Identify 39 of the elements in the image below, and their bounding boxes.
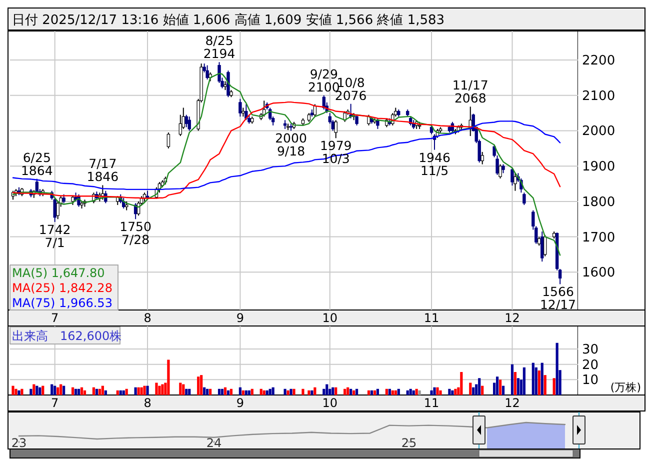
x-tick-label: 12	[504, 396, 520, 410]
y-tick-label: 2000	[582, 124, 616, 140]
annotation: 8/25 2194	[203, 33, 236, 62]
x-tick-label: 7	[51, 311, 59, 325]
chart-title: 出来高 162,600株	[12, 329, 122, 343]
y-tick-label: 30	[582, 342, 599, 358]
y-tick-label: 1700	[582, 230, 616, 246]
chart-title: 日付 2025/12/17 13:16 始値 1,606 高値 1,609 安値 1,566 終値 1,583	[12, 12, 445, 28]
y-tick-label: 10	[582, 373, 599, 388]
x-tick-label: 23	[11, 436, 27, 450]
annotation: 1566 12/17	[540, 284, 576, 312]
y-axis-title: (万株)	[610, 381, 641, 394]
x-tick-label: 8	[144, 396, 152, 410]
annotation: 1742 7/1	[38, 222, 71, 250]
annotation: 6/25 1864	[21, 150, 53, 178]
y-tick-label: 2200	[582, 53, 616, 68]
annotation: 1750 7/28	[120, 219, 152, 248]
x-tick-label: 12	[504, 311, 520, 325]
annotation: 11/17 2068	[452, 78, 488, 106]
annotation: 7/17 1846	[86, 156, 119, 184]
x-tick-label: 25	[401, 436, 417, 450]
x-tick-label: 24	[206, 436, 222, 450]
annotation: 2000 9/18	[275, 130, 307, 159]
legend: MA(5) 1,647.80 MA(25) 1,842.28 MA(75) 1,966.53	[10, 264, 118, 310]
annotation: 1946 11/5	[418, 150, 450, 178]
y-tick-label: 1800	[582, 194, 616, 210]
x-tick-label: 8	[144, 311, 152, 325]
x-tick-label: 7	[51, 396, 59, 410]
x-tick-label: 11	[424, 311, 440, 325]
x-tick-label: 10	[322, 311, 338, 325]
y-tick-label: 1900	[582, 160, 616, 175]
x-tick-label: 10	[322, 396, 338, 410]
y-tick-label: 20	[582, 358, 599, 373]
x-tick-label: 9	[236, 396, 244, 410]
x-tick-label: 11	[424, 396, 440, 410]
x-tick-label: 9	[236, 311, 244, 325]
y-tick-label: 2100	[582, 88, 616, 104]
y-tick-label: 1600	[582, 266, 616, 281]
annotation: 1979 10/3	[320, 138, 352, 166]
